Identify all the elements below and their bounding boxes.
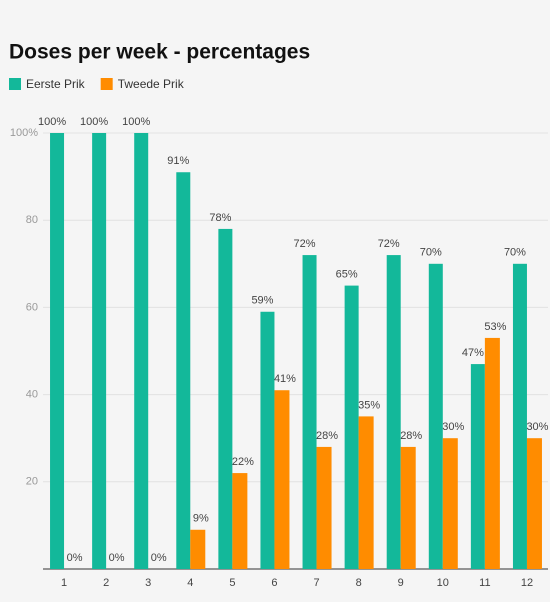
legend-label: Tweede Prik [118, 77, 185, 91]
value-label: 72% [378, 238, 400, 250]
y-tick-label: 100% [10, 127, 38, 139]
value-label: 72% [294, 238, 316, 250]
value-label: 70% [420, 247, 442, 259]
bar [232, 473, 248, 569]
x-tick-label: 3 [145, 577, 151, 589]
x-tick-label: 8 [356, 577, 362, 589]
bar [92, 133, 107, 569]
legend-swatch [9, 78, 21, 90]
bar [386, 255, 401, 569]
bar [134, 133, 149, 569]
bar [526, 438, 542, 569]
value-label: 47% [462, 347, 484, 359]
y-tick-label: 60 [26, 301, 38, 313]
bar [176, 172, 191, 570]
value-label: 0% [151, 552, 167, 564]
legend-label: Eerste Prik [26, 77, 86, 91]
x-tick-label: 6 [271, 577, 277, 589]
value-label: 65% [336, 269, 358, 281]
bar [428, 263, 443, 569]
value-label: 70% [504, 247, 526, 259]
value-label: 100% [38, 116, 66, 128]
y-tick-label: 20 [26, 476, 38, 488]
x-tick-label: 5 [229, 577, 235, 589]
value-label: 22% [232, 456, 254, 468]
x-tick-label: 4 [187, 577, 193, 589]
value-label: 78% [209, 212, 231, 224]
value-label: 53% [484, 321, 506, 333]
bar [358, 416, 374, 569]
x-tick-label: 7 [313, 577, 319, 589]
value-label: 91% [167, 155, 189, 167]
x-tick-label: 10 [437, 577, 449, 589]
x-tick-label: 12 [521, 577, 533, 589]
bar [512, 263, 527, 569]
value-label: 9% [193, 513, 209, 525]
bar [50, 133, 65, 569]
value-label: 35% [358, 399, 380, 411]
legend-swatch [100, 78, 113, 90]
value-label: 59% [251, 295, 273, 307]
value-label: 100% [80, 116, 108, 128]
value-label: 0% [109, 552, 125, 564]
value-label: 0% [67, 552, 83, 564]
x-tick-label: 11 [479, 577, 490, 589]
bar [442, 438, 458, 569]
value-label: 30% [526, 421, 548, 433]
x-tick-label: 9 [398, 577, 404, 589]
y-tick-label: 80 [26, 214, 38, 226]
bar [484, 337, 500, 569]
value-label: 30% [442, 421, 464, 433]
value-label: 41% [274, 373, 296, 385]
bar [302, 255, 317, 569]
y-tick-label: 40 [26, 389, 38, 401]
bar [344, 285, 359, 569]
bar [260, 311, 275, 569]
bar [400, 446, 416, 569]
value-label: 28% [316, 430, 338, 442]
chart-title: Doses per week - percentages [9, 41, 310, 64]
bar [316, 446, 332, 569]
bar [218, 228, 233, 570]
value-label: 100% [122, 116, 150, 128]
bar [190, 529, 206, 569]
x-tick-label: 2 [103, 577, 109, 589]
bar [274, 390, 290, 569]
x-tick-label: 1 [61, 577, 67, 589]
bar [470, 364, 485, 569]
value-label: 28% [400, 430, 422, 442]
